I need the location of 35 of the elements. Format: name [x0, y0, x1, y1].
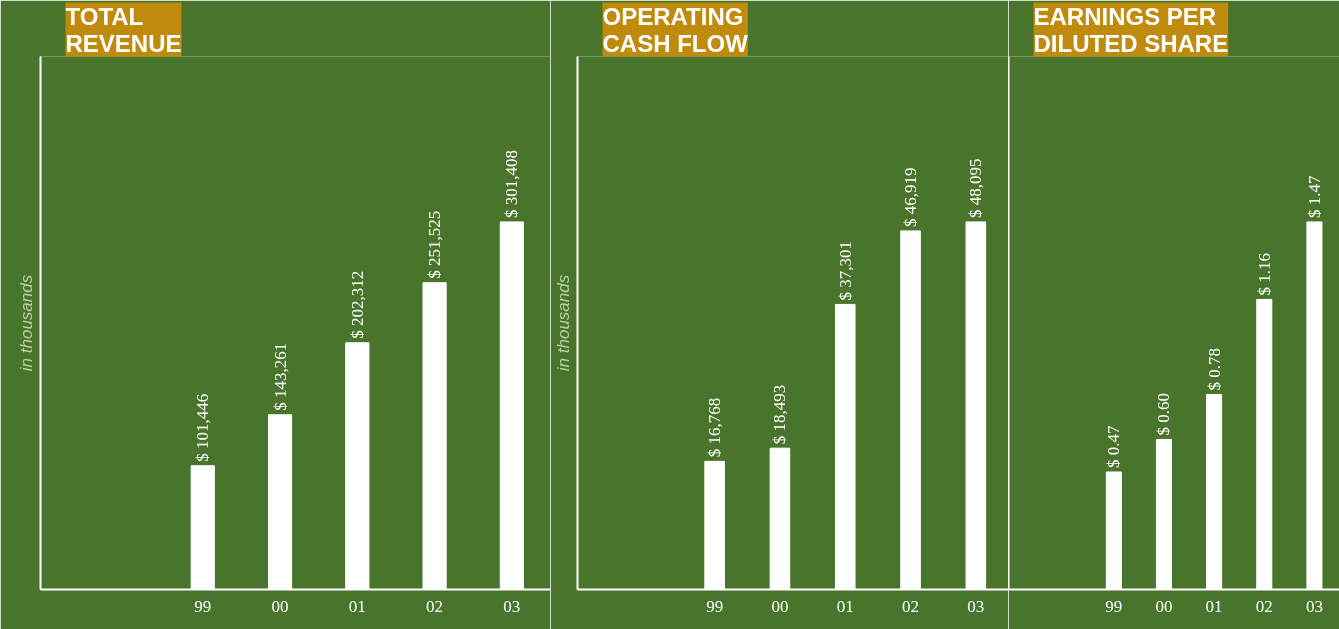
chart-title: OPERATING CASH FLOW [602, 2, 749, 57]
y-axis-title: in thousands [16, 274, 36, 372]
x-tick-label: 02 [902, 596, 920, 616]
x-tick-label: 00 [271, 596, 289, 616]
x-tick-label: 01 [836, 596, 854, 616]
data-label: $ 16,768 [705, 397, 725, 458]
x-tick-label: 99 [1105, 596, 1123, 616]
data-label: $ 202,312 [347, 270, 367, 339]
x-tick-label: 03 [967, 596, 985, 616]
data-label: $ 0.78 [1204, 347, 1224, 391]
data-label: $ 101,446 [193, 393, 213, 462]
data-label: $ 48,095 [966, 158, 986, 218]
data-label: $ 301,408 [502, 149, 522, 218]
x-tick-label: 01 [348, 596, 366, 616]
data-label: $ 0.60 [1154, 392, 1174, 436]
chart-title: EARNINGS PER DILUTED SHARE [1033, 2, 1229, 57]
x-tick-label: 03 [1305, 596, 1323, 616]
x-tick-label: 02 [1255, 596, 1273, 616]
data-label: $ 0.47 [1104, 424, 1124, 468]
data-label: $ 251,525 [425, 210, 445, 279]
data-label: $ 37,301 [835, 240, 855, 301]
x-tick-label: 99 [194, 596, 212, 616]
data-label: $ 46,919 [901, 167, 921, 227]
data-label: $ 18,493 [770, 384, 790, 445]
x-tick-label: 99 [706, 596, 724, 616]
x-tick-label: 03 [503, 596, 521, 616]
x-tick-label: 00 [1155, 596, 1173, 616]
data-label: $ 143,261 [270, 342, 290, 411]
chart-title: TOTAL REVENUE [65, 2, 182, 57]
y-axis-title: in thousands [553, 274, 573, 372]
x-tick-label: 01 [1205, 596, 1223, 616]
data-label: $ 1.47 [1304, 174, 1324, 218]
x-tick-label: 02 [426, 596, 444, 616]
x-tick-label: 00 [771, 596, 789, 616]
data-label: $ 1.16 [1254, 252, 1274, 296]
